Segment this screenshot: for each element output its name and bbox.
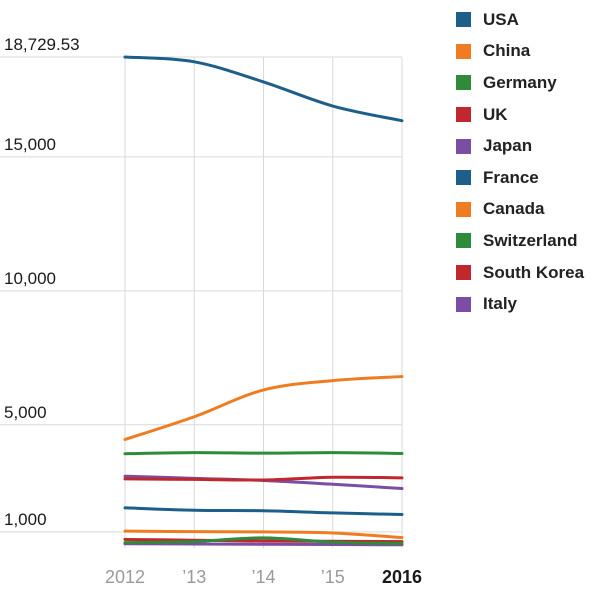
series-line-france: [123, 506, 404, 517]
series-lines: [123, 55, 404, 547]
series-line-china: [123, 375, 404, 442]
x-tick-label: 2016: [382, 567, 422, 587]
legend-item-uk: UK: [456, 99, 584, 131]
series-line-germany: [123, 451, 404, 456]
legend-label: France: [483, 167, 539, 187]
legend-swatch: [456, 12, 471, 28]
legend-swatch: [456, 138, 471, 154]
legend-label: Japan: [483, 136, 533, 156]
legend-item-canada: Canada: [456, 194, 584, 226]
y-tick-label: 5,000: [4, 403, 47, 422]
legend-item-south-korea: South Korea: [456, 257, 584, 289]
y-axis-tick-labels: 1,000 5,000 10,000 15,000 18,729.53: [4, 35, 80, 529]
series-line-uk: [123, 475, 404, 482]
series-line-canada: [123, 529, 404, 540]
series-line-switzerland: [123, 536, 404, 545]
legend-swatch: [456, 170, 471, 186]
legend-swatch: [456, 296, 471, 312]
series-line-usa: [123, 55, 404, 123]
x-tick-label: 2012: [105, 567, 145, 587]
x-axis-tick-labels: 2012 ’13 ’14 ’15 2016: [105, 567, 422, 587]
legend-item-germany: Germany: [456, 67, 584, 99]
series-line-italy: [123, 542, 404, 547]
legend-swatch: [456, 75, 471, 91]
legend-swatch: [456, 233, 471, 249]
legend-swatch: [456, 265, 471, 281]
legend-label: South Korea: [483, 262, 585, 282]
legend-label: Germany: [483, 72, 557, 92]
legend-item-japan: Japan: [456, 130, 584, 162]
legend-label: Switzerland: [483, 230, 578, 250]
legend-item-china: China: [456, 36, 584, 68]
y-tick-label: 10,000: [4, 269, 56, 288]
gridlines: [0, 56, 403, 548]
legend-label: China: [483, 41, 531, 61]
x-tick-label: ’13: [182, 567, 206, 587]
y-tick-label: 18,729.53: [4, 35, 80, 54]
legend-item-usa: USA: [456, 4, 584, 36]
legend-label: Canada: [483, 199, 545, 219]
y-tick-label: 1,000: [4, 510, 47, 529]
x-tick-label: ’14: [251, 567, 275, 587]
legend-label: UK: [483, 104, 508, 124]
legend-label: Italy: [483, 294, 518, 314]
legend-item-switzerland: Switzerland: [456, 225, 584, 257]
legend-item-france: France: [456, 162, 584, 194]
legend-swatch: [456, 43, 471, 59]
legend: USA China Germany UK Japan France Canada Switze…: [456, 4, 584, 320]
legend-swatch: [456, 107, 471, 123]
legend-swatch: [456, 201, 471, 217]
legend-item-italy: Italy: [456, 288, 584, 320]
legend-label: USA: [483, 9, 519, 29]
x-tick-label: ’15: [321, 567, 345, 587]
y-tick-label: 15,000: [4, 135, 56, 154]
